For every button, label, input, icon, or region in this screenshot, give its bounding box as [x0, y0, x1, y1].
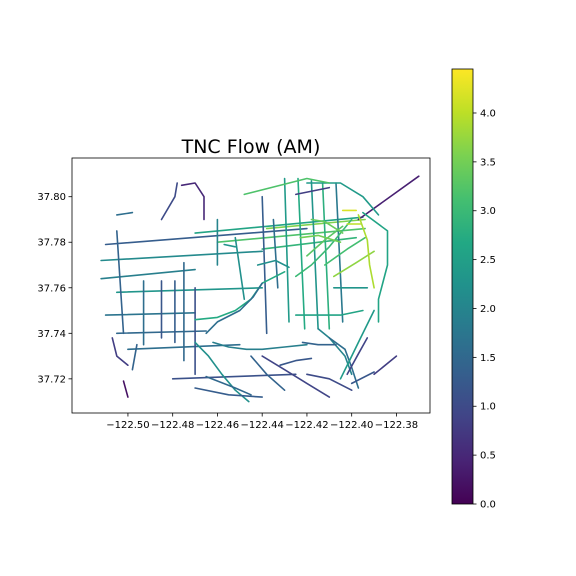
- flow-segment: [212, 341, 308, 351]
- flow-segment: [116, 286, 264, 294]
- x-tick-label: −122.48: [151, 420, 194, 431]
- y-tick-label: 37.72: [37, 374, 66, 385]
- x-tick-label: −122.42: [285, 420, 328, 431]
- plot-frame: [71, 157, 431, 414]
- flow-segment: [243, 177, 331, 196]
- flow-segment: [100, 268, 196, 280]
- flow-segment: [100, 250, 264, 262]
- x-tick-label: −122.38: [375, 420, 418, 431]
- flow-segment: [294, 186, 331, 196]
- y-axis: 37.72 37.74 37.76 37.78 37.80: [37, 192, 72, 385]
- flow-segment: [256, 259, 290, 269]
- chart-title: TNC Flow (AM): [181, 136, 321, 158]
- flow-segment: [122, 380, 129, 398]
- y-tick-label: 37.78: [37, 238, 66, 249]
- flow-segment: [283, 177, 290, 323]
- flow-segment: [357, 214, 375, 289]
- flow-segment: [346, 337, 369, 376]
- flow-segment: [104, 227, 308, 246]
- y-tick-label: 37.74: [37, 329, 66, 340]
- flow-segment: [306, 182, 380, 216]
- colorbar-axis: 0.0 0.5 1.0 1.5 2.0 2.5 3.0 3.5 4.0: [473, 108, 496, 511]
- colorbar-tick-label: 1.5: [480, 353, 496, 364]
- flow-segment: [205, 375, 252, 396]
- flow-segment: [373, 355, 398, 376]
- flow-segment: [357, 175, 420, 221]
- flow-segment: [111, 337, 129, 367]
- y-tick-label: 37.80: [37, 192, 66, 203]
- flow-segment: [306, 225, 344, 257]
- x-tick-label: −122.46: [196, 420, 239, 431]
- colorbar-tick-label: 4.0: [480, 108, 496, 119]
- flow-segment: [194, 341, 250, 403]
- colorbar-tick-label: 2.5: [480, 255, 496, 266]
- flow-segment: [321, 182, 331, 330]
- flow-segment: [116, 211, 134, 216]
- flow-segment: [194, 270, 286, 321]
- flow-segment: [317, 327, 353, 376]
- flow-segment: [339, 309, 375, 380]
- flow-segment: [104, 311, 196, 316]
- flow-segment: [171, 373, 297, 380]
- map-plot-area: [100, 175, 420, 403]
- flow-segment: [350, 371, 375, 385]
- flow-segment: [261, 236, 358, 250]
- flow-segment: [116, 230, 125, 335]
- flow-segment: [301, 341, 337, 346]
- flow-segment: [234, 236, 246, 301]
- colorbar-tick-label: 0.5: [480, 451, 496, 462]
- colorbar-tick-label: 3.5: [480, 157, 496, 168]
- colorbar-tick-label: 0.0: [480, 500, 496, 511]
- flow-segment: [328, 337, 360, 389]
- flow-segment: [223, 243, 237, 248]
- x-axis: −122.50 −122.48 −122.46 −122.44 −122.42 −122.…: [106, 413, 418, 431]
- flow-segment: [194, 387, 264, 398]
- flow-segment: [294, 309, 364, 316]
- flow-segment: [180, 182, 205, 221]
- flow-segment: [160, 182, 178, 221]
- flow-segment: [335, 182, 344, 323]
- flow-segment: [250, 355, 286, 392]
- flow-segment: [261, 195, 268, 335]
- flow-segment: [323, 236, 366, 266]
- flow-segment: [294, 218, 353, 278]
- flow-segment: [306, 373, 353, 392]
- colorbar-frame: [451, 68, 474, 505]
- flow-segment: [194, 216, 364, 234]
- colorbar-gradient: [452, 69, 473, 504]
- flow-segment: [310, 218, 344, 234]
- flow-segment: [362, 211, 389, 323]
- flow-segment: [279, 357, 313, 367]
- flow-segment: [310, 180, 319, 330]
- colorbar-tick-label: 3.0: [480, 206, 496, 217]
- x-tick-label: −122.50: [106, 420, 149, 431]
- colorbar-tick-label: 2.0: [480, 304, 496, 315]
- colorbar-tick-label: 1.0: [480, 402, 496, 413]
- flow-segment: [299, 234, 342, 243]
- y-tick-label: 37.76: [37, 283, 66, 294]
- flow-segment: [131, 343, 138, 371]
- flow-segment: [297, 177, 306, 330]
- x-tick-label: −122.44: [241, 420, 284, 431]
- flow-segment: [261, 355, 331, 398]
- flow-segment: [205, 282, 264, 335]
- x-tick-label: −122.40: [330, 420, 373, 431]
- flow-segment: [265, 218, 366, 230]
